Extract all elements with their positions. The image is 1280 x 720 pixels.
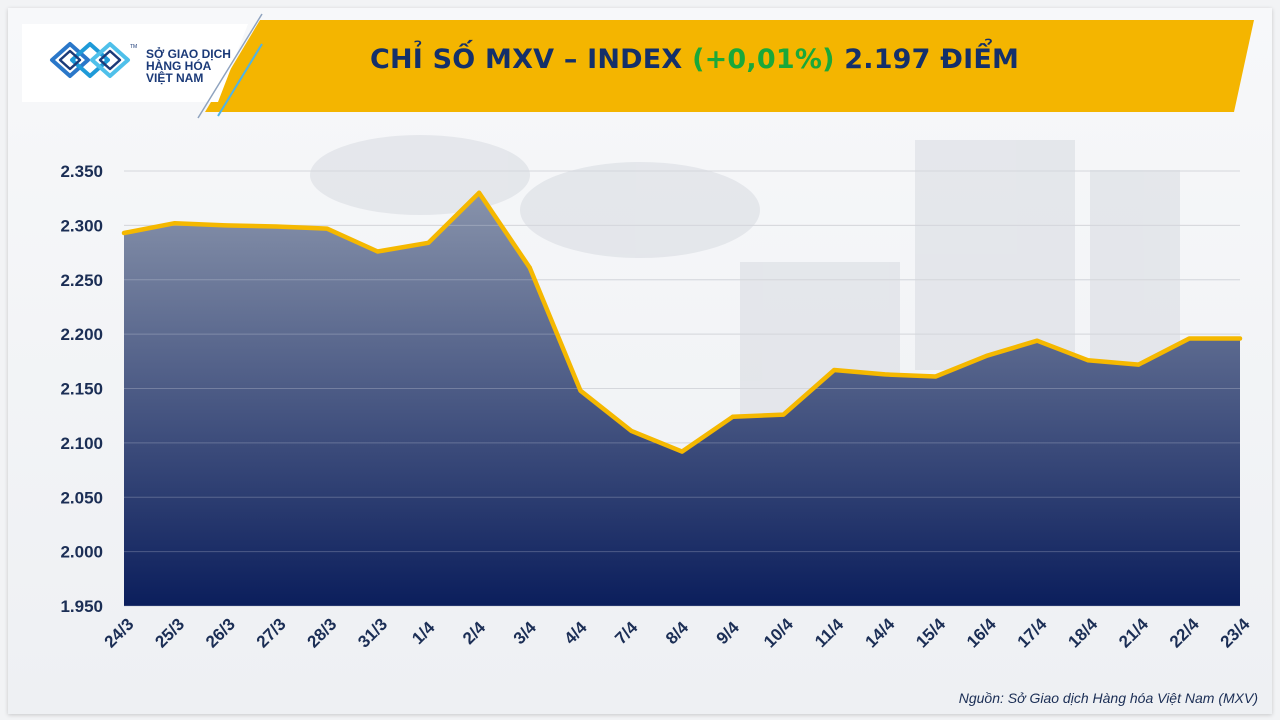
x-tick-label: 7/4	[611, 618, 642, 649]
x-tick-label: 21/4	[1115, 614, 1152, 651]
data-point-24-3	[122, 230, 126, 235]
title-banner	[205, 20, 1254, 112]
x-tick-label: 23/4	[1217, 614, 1254, 651]
x-tick-label: 10/4	[760, 614, 797, 651]
data-point-15-4	[933, 374, 938, 379]
x-tick-label: 11/4	[811, 615, 848, 652]
data-point-31-3	[375, 249, 380, 254]
data-point-14-4	[882, 372, 887, 377]
x-tick-label: 14/4	[862, 614, 899, 651]
x-tick-label: 26/3	[202, 615, 239, 652]
data-point-1-4	[426, 240, 431, 245]
data-point-28-3	[324, 226, 329, 231]
x-tick-label: 3/4	[510, 618, 541, 649]
title-change: (+0,01%)	[692, 44, 835, 75]
data-point-8-4	[680, 449, 684, 454]
series-area	[124, 192, 1240, 607]
data-point-3-4	[527, 265, 532, 270]
data-point-23-4	[1238, 336, 1242, 341]
x-tick-label: 18/4	[1064, 614, 1101, 651]
x-tick-label: 4/4	[561, 618, 592, 649]
x-tick-label: 22/4	[1166, 614, 1203, 651]
y-tick-label: 2.000	[60, 543, 103, 562]
y-tick-label: 2.150	[60, 380, 103, 399]
data-point-11-4	[832, 368, 837, 373]
data-point-16-4	[984, 353, 989, 358]
chart-title: CHỈ SỐ MXV – INDEX (+0,01%) 2.197 ĐIỂM	[370, 44, 1019, 88]
y-axis: 1.950 2.000 2.050 2.100 2.150 2.200 2.250 2.300…	[60, 162, 103, 616]
data-points	[122, 190, 1242, 454]
y-tick-label: 2.350	[60, 162, 103, 181]
y-tick-label: 2.250	[60, 271, 103, 290]
x-tick-label: 9/4	[713, 618, 744, 649]
x-tick-label: 25/3	[151, 615, 188, 652]
x-tick-label: 27/3	[253, 615, 290, 652]
data-point-10-4	[781, 412, 786, 417]
logo-line-1: SỞ GIAO DỊCH	[146, 47, 231, 61]
x-axis: 24/3 25/3 26/3 27/3 28/3 31/3 1/4 2/4 3/4 4/4 7/4 8…	[101, 614, 1254, 651]
logo-wordmark: SỞ GIAO DỊCH HÀNG HÓA VIỆT NAM	[146, 48, 231, 84]
x-tick-label: 28/3	[304, 615, 341, 652]
data-point-7-4	[629, 428, 634, 433]
gridlines-overlay	[124, 170, 1240, 607]
data-point-27-3	[274, 224, 279, 229]
y-tick-label: 1.950	[60, 597, 103, 616]
data-point-26-3	[223, 223, 228, 228]
data-point-25-3	[172, 221, 177, 226]
x-tick-label: 2/4	[459, 618, 490, 649]
source-note: Nguồn: Sở Giao dịch Hàng hóa Việt Nam (M…	[958, 690, 1258, 706]
title-value: 2.197 ĐIỂM	[844, 44, 1020, 75]
data-point-18-4	[1085, 358, 1090, 363]
x-tick-label: 8/4	[662, 618, 693, 649]
y-tick-label: 2.300	[60, 216, 103, 235]
data-point-17-4	[1035, 338, 1040, 343]
y-tick-label: 2.200	[60, 325, 103, 344]
y-tick-label: 2.100	[60, 434, 103, 453]
data-point-4-4	[578, 388, 583, 393]
data-point-2-4	[477, 190, 482, 195]
y-tick-label: 2.050	[60, 488, 103, 507]
x-tick-label: 15/4	[912, 614, 949, 651]
logo-line-2: HÀNG HÓA	[146, 59, 212, 73]
data-point-21-4	[1136, 362, 1141, 367]
data-point-9-4	[730, 414, 735, 419]
logo-line-3: VIỆT NAM	[146, 71, 204, 85]
x-tick-label: 31/3	[354, 615, 391, 652]
x-tick-label: 24/3	[101, 615, 138, 652]
data-point-22-4	[1187, 336, 1192, 341]
title-prefix: CHỈ SỐ MXV – INDEX	[370, 44, 683, 75]
x-tick-label: 1/4	[408, 618, 439, 649]
x-tick-label: 17/4	[1014, 614, 1051, 651]
x-tick-label: 16/4	[963, 614, 1000, 651]
